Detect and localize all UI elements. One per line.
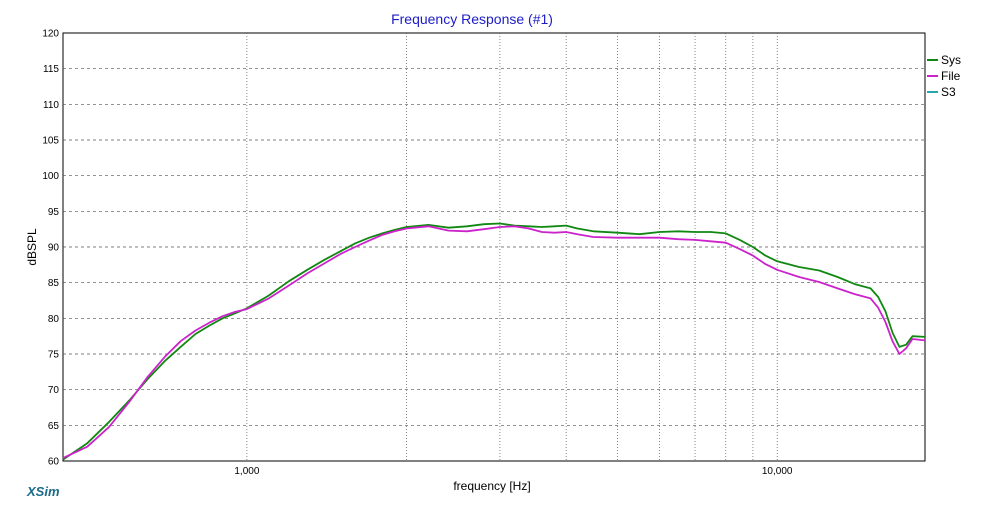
x-axis-label: frequency [Hz] [453, 479, 530, 493]
y-tick-label: 65 [48, 421, 60, 432]
series-line-sys [62, 222, 926, 461]
x-tick-label: 10,000 [762, 466, 793, 477]
y-tick-label: 70 [48, 385, 60, 396]
chart-title: Frequency Response (#1) [391, 11, 553, 27]
legend-label-file: File [941, 69, 961, 83]
y-tick-label: 115 [43, 64, 59, 75]
tick-labels: 60 65 70 75 80 85 90 95 100 105 110 115 120 1,000 10,0… [42, 29, 793, 478]
x-tick-label: 1,000 [234, 466, 259, 477]
y-tick-label: 80 [48, 314, 60, 325]
legend-label-sys: Sys [941, 53, 961, 67]
y-tick-label: 100 [42, 171, 59, 182]
y-tick-label: 75 [48, 350, 60, 361]
y-tick-label: 110 [43, 100, 59, 111]
y-tick-label: 60 [48, 457, 60, 468]
legend-label-s3: S3 [941, 85, 956, 99]
plot-area [62, 32, 926, 462]
y-tick-label: 90 [48, 243, 60, 254]
legend: Sys File S3 [927, 53, 961, 99]
xsim-logo: XSim [26, 484, 60, 499]
y-tick-label: 85 [48, 278, 60, 289]
y-tick-label: 120 [42, 29, 59, 40]
series-line-file [62, 225, 926, 459]
y-tick-label: 105 [42, 136, 59, 147]
y-axis-label: dBSPL [25, 228, 39, 266]
y-tick-label: 95 [48, 207, 60, 218]
series-lines [62, 222, 926, 461]
